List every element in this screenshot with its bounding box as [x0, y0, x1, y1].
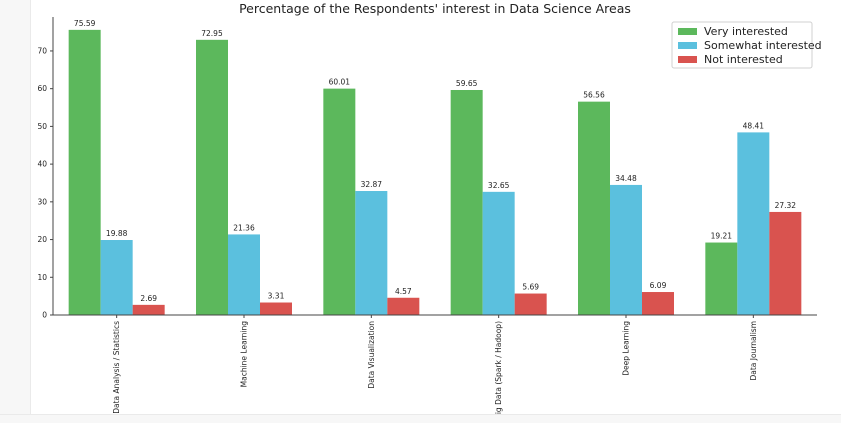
data-label-0-0: 75.59: [74, 19, 96, 28]
category-label-0: Data Analysis / Statistics: [112, 321, 121, 414]
bar-1-0: [196, 39, 228, 315]
data-label-1-0: 72.95: [201, 29, 223, 38]
bar-1-2: [260, 302, 292, 315]
bar-4-2: [642, 292, 674, 315]
bottom-strip: [0, 414, 841, 423]
x-axis: Data Analysis / Statistics Machine Learni…: [53, 314, 817, 414]
left-gutter: [0, 0, 31, 414]
y-tick-label-30: 30: [37, 197, 47, 206]
legend-swatch-0: [678, 28, 697, 35]
bar-2-2: [387, 297, 420, 315]
bar-3-2: [514, 293, 547, 315]
category-label-5: Data Journalism: [749, 321, 758, 381]
bar-5-2: [769, 211, 802, 315]
data-label-3-0: 59.65: [456, 79, 478, 88]
bar-0-2: [132, 304, 165, 315]
data-label-0-1: 19.88: [106, 229, 128, 238]
data-label-3-1: 32.65: [488, 181, 510, 190]
legend-box: [671, 21, 813, 69]
data-label-3-2: 5.69: [522, 283, 539, 292]
data-label-5-2: 27.32: [775, 201, 797, 210]
category-label-2: Data Visualization: [367, 321, 376, 389]
category-label-4: Deep Learning: [622, 321, 631, 376]
y-tick-label-0: 0: [42, 311, 47, 320]
bars: 75.59 19.88 2.69 72.95 21.36 3.31 60.01 32.87 4.…: [68, 19, 802, 315]
bar-chart: Percentage of the Respondents' interest …: [37, 1, 822, 414]
data-label-5-0: 19.21: [711, 232, 733, 241]
chart-title: Percentage of the Respondents' interest …: [239, 1, 631, 16]
bar-2-1: [355, 191, 388, 315]
y-tick-label-50: 50: [37, 122, 47, 131]
bar-5-0: [705, 242, 738, 315]
data-label-4-1: 34.48: [615, 174, 637, 183]
bar-3-1: [482, 191, 515, 315]
bar-0-0: [68, 29, 101, 315]
data-label-5-1: 48.41: [743, 121, 765, 130]
bar-1-1: [228, 234, 260, 315]
data-label-2-0: 60.01: [329, 78, 351, 87]
category-label-1: Machine Learning: [240, 321, 249, 388]
y-tick-label-10: 10: [37, 273, 47, 282]
bar-5-1: [737, 132, 770, 315]
legend-swatch-2: [678, 56, 697, 63]
data-label-0-2: 2.69: [140, 294, 157, 303]
category-label-3: Big Data (Spark / Hadoop): [494, 321, 503, 414]
data-label-1-2: 3.31: [268, 292, 285, 301]
bar-4-1: [610, 184, 642, 315]
data-label-4-0: 56.56: [583, 91, 605, 100]
legend-swatch-1: [678, 42, 697, 49]
bar-0-1: [100, 240, 133, 315]
data-label-2-2: 4.57: [395, 287, 412, 296]
bar-4-0: [578, 101, 610, 315]
legend-label-0: Very interested: [704, 25, 788, 38]
legend-label-2: Not interested: [704, 53, 783, 66]
y-axis: 0 10 20 30 40 50 60 70: [37, 17, 54, 320]
data-label-4-2: 6.09: [650, 281, 667, 290]
bar-3-0: [450, 89, 483, 315]
y-tick-label-40: 40: [37, 160, 47, 169]
data-label-2-1: 32.87: [361, 180, 383, 189]
legend-label-1: Somewhat interested: [704, 39, 822, 52]
bar-2-0: [323, 88, 356, 315]
y-tick-label-60: 60: [37, 84, 47, 93]
y-tick-label-20: 20: [37, 235, 47, 244]
y-tick-label-70: 70: [37, 46, 47, 55]
data-label-1-1: 21.36: [233, 223, 255, 232]
